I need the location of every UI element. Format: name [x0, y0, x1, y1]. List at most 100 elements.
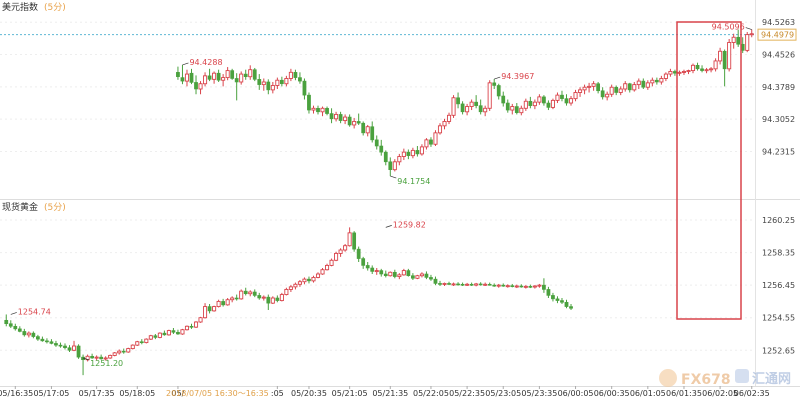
candle [307, 92, 311, 114]
candle-body [383, 151, 388, 163]
annotation-label: 94.1754 [397, 177, 430, 186]
candle-body [564, 98, 569, 104]
candle-body [419, 146, 424, 155]
candle-body [532, 101, 537, 107]
candle [460, 282, 465, 286]
candle-body [356, 121, 361, 124]
candle-body [311, 107, 316, 111]
x-axis: 05/16:35 05/17:05 05/17:35 05/18:05 05/:05 05… [0, 386, 770, 398]
candle-body [108, 354, 113, 359]
candle-body [225, 299, 230, 306]
candle [370, 265, 375, 274]
candle-body [180, 329, 185, 335]
candle-body [447, 283, 451, 285]
watermark-brand: FX678 [681, 372, 731, 388]
candle [4, 314, 9, 327]
candle-body [189, 72, 194, 83]
candle [700, 65, 704, 73]
candle [252, 289, 257, 298]
candle [668, 68, 673, 77]
candle-body [641, 80, 646, 88]
candle-body [673, 71, 677, 74]
candle-body [523, 285, 528, 288]
candle-body [361, 122, 366, 134]
candle [275, 77, 280, 89]
candle [221, 74, 226, 87]
annotation-label: 94.5096 [712, 23, 745, 32]
candle [144, 338, 149, 344]
candle-body [257, 295, 262, 299]
candle [641, 78, 646, 89]
candle-body [487, 82, 492, 109]
candle [162, 330, 167, 336]
candle [673, 69, 677, 76]
candle-body [54, 343, 58, 346]
candle-body [261, 296, 266, 299]
candle [614, 85, 619, 96]
candle [564, 299, 569, 309]
candle-body [474, 283, 479, 286]
candle [108, 354, 113, 359]
candle [320, 268, 325, 275]
candle-body [483, 283, 488, 286]
annotation-label: 1259.82 [393, 220, 426, 229]
candle [446, 112, 452, 125]
panel1-candles [176, 29, 754, 177]
candle-body [22, 331, 27, 336]
candle [546, 286, 551, 298]
candle [71, 340, 77, 352]
candle-body [284, 288, 289, 296]
candle [76, 344, 81, 359]
candle [298, 72, 302, 84]
candle-body [320, 269, 325, 275]
candle-body [460, 283, 465, 286]
candle [212, 305, 217, 312]
candle [230, 296, 235, 303]
candle-body [555, 298, 560, 301]
candle-body [63, 345, 67, 349]
candle [180, 328, 185, 335]
candle [555, 92, 560, 104]
candle-body [94, 356, 99, 359]
y-tick-label: 94.3052 [762, 115, 795, 124]
candle-body [379, 145, 384, 153]
candle [465, 103, 470, 116]
candle [347, 114, 352, 127]
candle-body [8, 323, 13, 327]
candle-body [460, 103, 465, 113]
candle-body [654, 79, 659, 83]
candle [284, 75, 289, 87]
candle-body [374, 270, 379, 273]
candle-body [45, 340, 49, 343]
candle [537, 94, 542, 105]
candle-body [465, 106, 470, 113]
candle [487, 282, 492, 286]
candle [600, 87, 605, 100]
candle-body [370, 126, 375, 141]
annotation-pointer [182, 62, 189, 66]
candle [695, 62, 700, 71]
candle-body [537, 96, 542, 103]
candle-body [4, 319, 9, 325]
candle-body [510, 285, 515, 287]
candle [406, 268, 411, 277]
candle [514, 284, 519, 289]
candle-body [270, 297, 275, 304]
candle [374, 268, 379, 275]
panel1-title: 美元指数 [2, 1, 38, 13]
candle [343, 244, 348, 252]
candle [532, 99, 537, 110]
candle [578, 87, 583, 97]
candle-body [505, 102, 510, 111]
candle [121, 348, 126, 354]
candle [411, 273, 415, 280]
candle-body [429, 277, 433, 280]
candle-body [198, 317, 203, 323]
candle [302, 277, 307, 285]
candle-body [568, 98, 574, 104]
candle [193, 321, 199, 328]
candle-body [614, 86, 619, 93]
candle [424, 271, 429, 280]
